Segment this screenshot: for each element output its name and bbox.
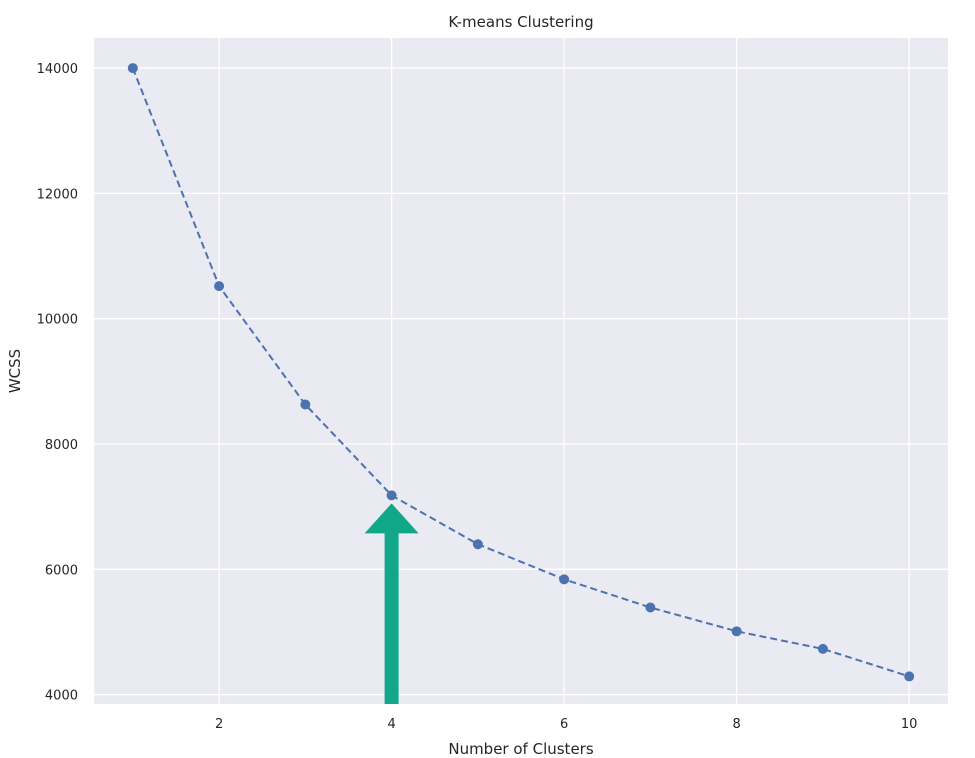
data-point — [386, 490, 397, 501]
y-tick-label: 14000 — [37, 62, 78, 77]
x-tick-label: 8 — [733, 717, 741, 732]
data-point — [472, 539, 483, 550]
y-tick-label: 10000 — [37, 313, 78, 328]
elbow-arrow — [364, 503, 419, 704]
y-tick-label: 4000 — [45, 689, 78, 704]
y-tick-label: 12000 — [37, 187, 78, 202]
x-tick-label: 4 — [387, 717, 395, 732]
tick-labels: 2 4 6 8 10 4000 6000 8000 10000 12000 14000 — [37, 62, 918, 732]
wcss-line — [131, 67, 910, 678]
chart-title: K-means Clustering — [448, 13, 593, 31]
data-point — [904, 671, 915, 682]
y-tick-label: 6000 — [45, 563, 78, 578]
x-tick-label: 10 — [901, 717, 918, 732]
x-axis-title: Number of Clusters — [448, 740, 593, 758]
data-point — [645, 602, 656, 613]
data-point — [300, 399, 311, 410]
wcss-points — [127, 63, 915, 682]
data-point — [214, 281, 225, 292]
y-tick-label: 8000 — [45, 438, 78, 453]
plot-background — [94, 38, 948, 704]
x-tick-label: 6 — [560, 717, 568, 732]
data-point — [559, 574, 570, 585]
arrow-shape — [364, 503, 419, 704]
x-tick-label: 2 — [215, 717, 223, 732]
data-point — [731, 626, 742, 637]
y-axis-title: WCSS — [6, 349, 24, 393]
data-point — [817, 643, 828, 654]
grid-lines — [94, 38, 948, 704]
data-point — [127, 63, 138, 74]
